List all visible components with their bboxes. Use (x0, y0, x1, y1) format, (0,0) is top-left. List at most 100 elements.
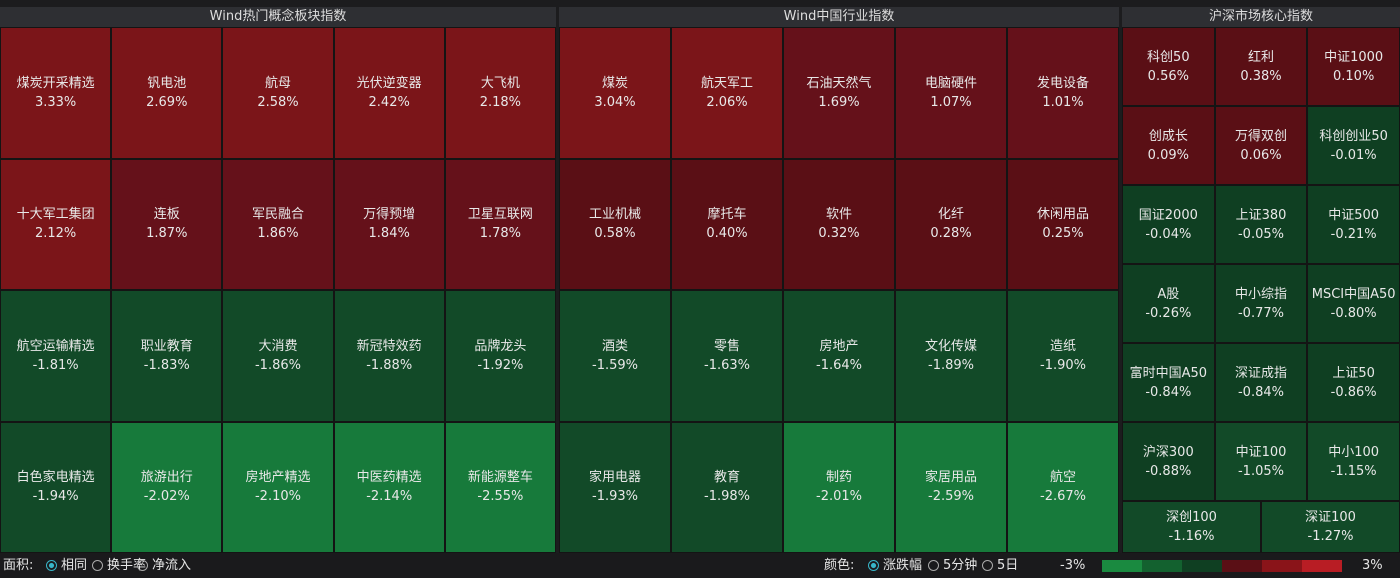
cell[interactable]: 新能源整车 -2.55% (444, 421, 556, 553)
cell-change: 0.06% (1240, 147, 1282, 163)
cell[interactable]: 家居用品 -2.59% (895, 421, 1007, 553)
cell[interactable]: 万得预增 1.84% (333, 158, 445, 290)
cell[interactable]: 石油天然气 1.69% (783, 27, 895, 159)
cell[interactable]: 深创100 -1.16% (1122, 501, 1261, 553)
cell-change: -2.55% (477, 489, 524, 505)
cell[interactable]: 创成长 0.09% (1122, 106, 1215, 185)
cell[interactable]: 连板 1.87% (111, 158, 223, 290)
cell[interactable]: 新冠特效药 -1.88% (333, 290, 445, 422)
cell[interactable]: 上证380 -0.05% (1214, 185, 1308, 264)
cell[interactable]: 文化传媒 -1.89% (895, 290, 1007, 422)
scale-swatch (1222, 560, 1262, 572)
cell[interactable]: 航空 -2.67% (1007, 421, 1119, 553)
cell[interactable]: 航母 2.58% (222, 27, 334, 159)
cell[interactable]: 深证成指 -0.84% (1214, 343, 1308, 422)
cell-name: 深证100 (1305, 510, 1356, 525)
cell[interactable]: 软件 0.32% (783, 158, 895, 290)
cell-change: 1.69% (818, 94, 860, 110)
cell[interactable]: 上证50 -0.86% (1307, 343, 1400, 422)
cell[interactable]: 煤炭 3.04% (559, 27, 671, 159)
cell-name: 休闲用品 (1036, 207, 1089, 223)
color-option[interactable]: 5日 (997, 558, 1019, 573)
radio[interactable] (92, 560, 103, 571)
cell[interactable]: 中医药精选 -2.14% (333, 421, 445, 553)
area-option[interactable]: 相同 (61, 558, 88, 573)
cell[interactable]: 造纸 -1.90% (1007, 290, 1119, 422)
cell-name: 品牌龙头 (474, 338, 527, 354)
cell-name: 深创100 (1166, 510, 1217, 525)
cell[interactable]: 品牌龙头 -1.92% (444, 290, 556, 422)
cell-name: A股 (1157, 286, 1180, 302)
cell-change: 0.40% (706, 226, 748, 242)
cell[interactable]: 中证1000 0.10% (1307, 27, 1400, 106)
color-option[interactable]: 涨跌幅 (883, 558, 923, 573)
radio[interactable] (46, 560, 57, 571)
cell[interactable]: 职业教育 -1.83% (111, 290, 223, 422)
cell[interactable]: 发电设备 1.01% (1007, 27, 1119, 159)
cell[interactable]: 电脑硬件 1.07% (895, 27, 1007, 159)
cell[interactable]: 制药 -2.01% (783, 421, 895, 553)
cell[interactable]: 中小100 -1.15% (1307, 422, 1400, 501)
cell[interactable]: 房地产精选 -2.10% (222, 421, 334, 553)
cell[interactable]: 化纤 0.28% (895, 158, 1007, 290)
color-option[interactable]: 5分钟 (943, 558, 978, 573)
cell-change: 0.32% (818, 226, 860, 242)
radio[interactable] (868, 560, 879, 571)
cell-name: 红利 (1247, 49, 1274, 65)
cell[interactable]: 煤炭开采精选 3.33% (0, 27, 112, 159)
cell[interactable]: 航空运输精选 -1.81% (0, 290, 112, 422)
cell[interactable]: 深证100 -1.27% (1261, 501, 1400, 553)
cell[interactable]: 旅游出行 -2.02% (111, 421, 223, 553)
area-option[interactable]: 净流入 (152, 558, 192, 573)
cell[interactable]: 白色家电精选 -1.94% (0, 421, 112, 553)
cell-name: 文化传媒 (924, 338, 977, 354)
cell[interactable]: 中小综指 -0.77% (1214, 264, 1308, 343)
cell[interactable]: 中证100 -1.05% (1214, 422, 1308, 501)
cell[interactable]: 工业机械 0.58% (559, 158, 671, 290)
panel: Wind中国行业指数 煤炭 3.04% 航天军工 2.06% 石油天然气 1.69% 电脑硬件… (559, 7, 1119, 553)
panel-title: Wind热门概念板块指数 (0, 7, 556, 27)
cell[interactable]: 富时中国A50 -0.84% (1122, 343, 1215, 422)
cell-change: -0.21% (1330, 226, 1377, 242)
cell[interactable]: 红利 0.38% (1214, 27, 1308, 106)
cell-name: 万得预增 (363, 207, 416, 223)
cell[interactable]: 科创50 0.56% (1122, 27, 1215, 106)
cell[interactable]: A股 -0.26% (1122, 264, 1215, 343)
cell[interactable]: 休闲用品 0.25% (1007, 158, 1119, 290)
scale-max: 3% (1362, 558, 1383, 573)
cell-change: -1.90% (1040, 357, 1086, 373)
cell-change: 1.84% (368, 226, 410, 242)
cell[interactable]: 光伏逆变器 2.42% (333, 27, 445, 159)
cell-name: 零售 (713, 338, 740, 354)
cell-name: 航空 (1049, 470, 1076, 486)
cell[interactable]: 酒类 -1.59% (559, 290, 671, 422)
cell[interactable]: 沪深300 -0.88% (1122, 422, 1215, 501)
cell[interactable]: 钒电池 2.69% (111, 27, 223, 159)
cell[interactable]: 大飞机 2.18% (444, 27, 556, 159)
radio[interactable] (928, 560, 939, 571)
cell[interactable]: 卫星互联网 1.78% (444, 158, 556, 290)
cell[interactable]: MSCI中国A50 -0.80% (1307, 264, 1400, 343)
cell[interactable]: 国证2000 -0.04% (1122, 185, 1215, 264)
cell[interactable]: 教育 -1.98% (671, 421, 783, 553)
cell[interactable]: 十大军工集团 2.12% (0, 158, 112, 290)
cell[interactable]: 军民融合 1.86% (222, 158, 334, 290)
cell[interactable]: 大消费 -1.86% (222, 290, 334, 422)
cell[interactable]: 摩托车 0.40% (671, 158, 783, 290)
cell-change: -0.04% (1145, 226, 1192, 242)
cell[interactable]: 科创创业50 -0.01% (1307, 106, 1400, 185)
cell[interactable]: 零售 -1.63% (671, 290, 783, 422)
cell-change: -2.14% (366, 489, 413, 505)
cell-change: -1.27% (1307, 529, 1354, 544)
area-option[interactable]: 换手率 (107, 558, 147, 573)
cell[interactable]: 中证500 -0.21% (1307, 185, 1400, 264)
cell-name: 中证500 (1328, 207, 1380, 223)
cell-name: 航天军工 (700, 75, 753, 91)
cell-name: 煤炭开采精选 (16, 75, 95, 91)
cell[interactable]: 房地产 -1.64% (783, 290, 895, 422)
radio[interactable] (137, 560, 148, 571)
cell[interactable]: 航天军工 2.06% (671, 27, 783, 159)
radio[interactable] (982, 560, 993, 571)
cell[interactable]: 家用电器 -1.93% (559, 421, 671, 553)
cell[interactable]: 万得双创 0.06% (1214, 106, 1308, 185)
